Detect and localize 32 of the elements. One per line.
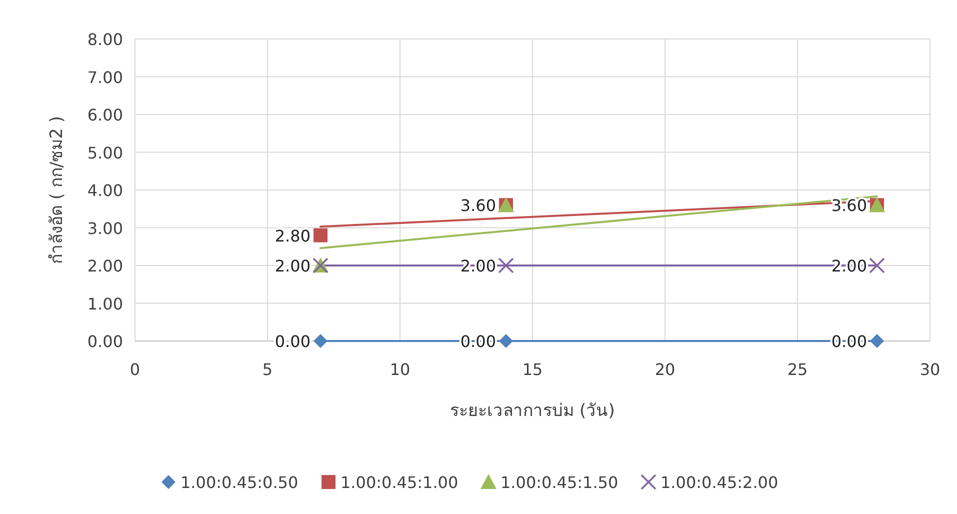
x-tick-label: 5: [262, 360, 273, 379]
y-tick-label: 5.00: [87, 143, 123, 162]
point: [314, 228, 328, 242]
data-label: 0.00: [274, 332, 310, 351]
legend-label: 1.00:0.45:1.00: [340, 473, 458, 492]
y-tick-label: 2.00: [87, 256, 123, 276]
y-tick-label: 1.00: [87, 294, 123, 314]
point: [498, 258, 514, 274]
y-tick-label: 7.00: [87, 68, 123, 87]
y-axis-title: กำลังอัด ( กก/ซม2 ): [47, 116, 67, 264]
legend-label: 1.00:0.45:0.50: [180, 473, 298, 492]
x-tick-label: 15: [522, 360, 543, 379]
data-label: 3.60: [460, 196, 496, 216]
data-label: 2.00: [274, 256, 310, 276]
x-tick-label: 10: [390, 360, 410, 379]
point: [499, 334, 513, 348]
y-tick-label: 6.00: [87, 106, 123, 124]
y-tick-label: 0.00: [87, 332, 123, 351]
x-tick-label: 30: [920, 360, 940, 379]
point: [314, 334, 328, 348]
x-tick-label: 25: [787, 360, 808, 379]
x-axis-title: ระยะเวลาการบ่ม (วัน): [450, 401, 615, 421]
point: [869, 258, 885, 274]
x-tick-label: 20: [654, 360, 676, 379]
data-label: 2.80: [274, 226, 310, 246]
y-tick-label: 3.00: [87, 218, 123, 238]
y-tick-label: 4.00: [87, 181, 123, 200]
point: [870, 334, 884, 348]
legend-label: 1.00:0.45:2.00: [660, 473, 778, 492]
legend-label: 1.00:0.45:1.50: [500, 473, 618, 492]
x-tick-label: 0: [130, 360, 140, 379]
y-tick-label: 8.00: [87, 30, 123, 49]
